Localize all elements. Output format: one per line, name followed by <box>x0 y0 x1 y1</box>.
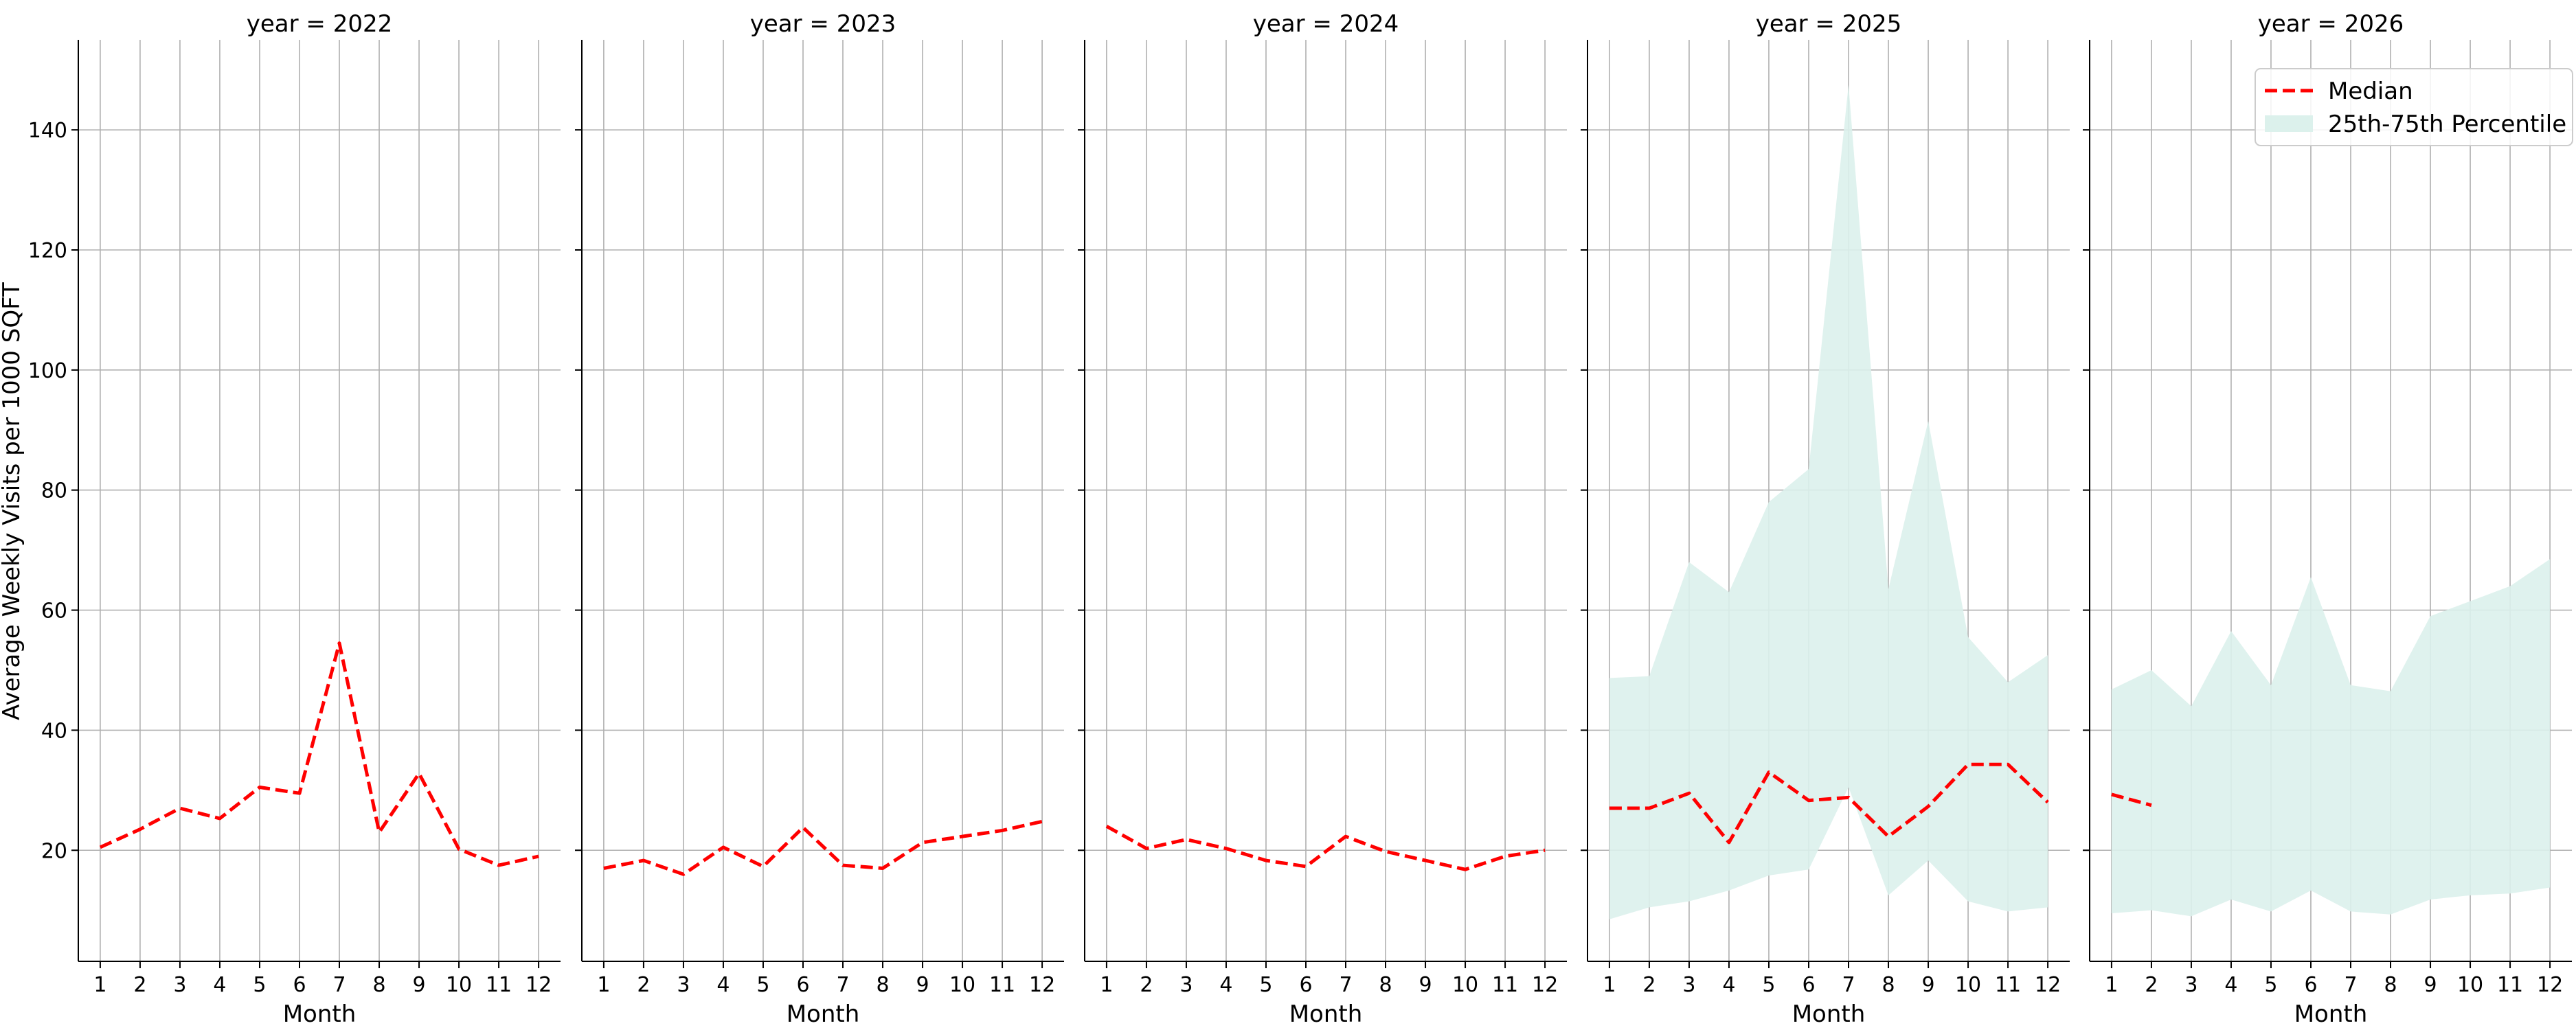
x-tick-label: 4 <box>1219 973 1232 997</box>
x-tick-label: 9 <box>2424 973 2437 997</box>
panel-title: year = 2025 <box>1756 10 1901 38</box>
x-tick-label: 4 <box>716 973 730 997</box>
x-tick-label: 2 <box>2145 973 2158 997</box>
legend-band-swatch <box>2265 115 2313 132</box>
median-line <box>603 819 1043 876</box>
x-tick-label: 7 <box>1842 973 1855 997</box>
panel-title: year = 2023 <box>750 10 896 38</box>
median-line <box>1609 762 2049 845</box>
x-tick-label: 4 <box>1722 973 1735 997</box>
x-tick-label: 6 <box>796 973 809 997</box>
x-tick-label: 2 <box>1642 973 1656 997</box>
x-tick-label: 8 <box>2384 973 2397 997</box>
x-axis-label: Month <box>1792 1000 1866 1028</box>
x-tick-label: 12 <box>1029 973 1055 997</box>
x-tick-label: 8 <box>1882 973 1895 997</box>
x-tick-label: 10 <box>1955 973 1981 997</box>
x-tick-label: 6 <box>2304 973 2317 997</box>
panel-title: year = 2024 <box>1253 10 1399 38</box>
x-tick-label: 8 <box>876 973 889 997</box>
x-tick-label: 11 <box>989 973 1015 997</box>
x-tick-label: 9 <box>412 973 425 997</box>
median-line <box>1105 825 1546 871</box>
x-tick-label: 9 <box>1419 973 1432 997</box>
x-tick-label: 1 <box>597 973 610 997</box>
x-tick-label: 3 <box>677 973 690 997</box>
x-tick-label: 7 <box>836 973 849 997</box>
y-tick-label: 40 <box>41 719 67 743</box>
y-tick-label: 120 <box>28 239 67 263</box>
x-tick-label: 3 <box>173 973 186 997</box>
y-tick-label: 80 <box>41 479 67 503</box>
percentile-band <box>1609 84 2048 919</box>
legend-frame <box>2255 68 2573 146</box>
x-tick-label: 1 <box>1100 973 1113 997</box>
x-tick-label: 11 <box>486 973 512 997</box>
x-tick-label: 6 <box>1299 973 1312 997</box>
median-line <box>2111 792 2152 808</box>
y-axis-label: Average Weekly Visits per 1000 SQFT <box>0 282 25 720</box>
median-line <box>99 641 539 867</box>
x-tick-label: 5 <box>1762 973 1775 997</box>
x-tick-label: 10 <box>949 973 975 997</box>
legend: Median 25th-75th Percentile <box>2255 68 2573 146</box>
x-tick-label: 8 <box>1379 973 1392 997</box>
x-tick-label: 12 <box>2035 973 2061 997</box>
y-tick-label: 100 <box>28 359 67 383</box>
x-tick-label: 5 <box>1259 973 1272 997</box>
x-tick-label: 12 <box>2537 973 2563 997</box>
x-tick-label: 6 <box>1802 973 1815 997</box>
x-tick-label: 8 <box>372 973 385 997</box>
x-tick-label: 3 <box>1682 973 1695 997</box>
y-tick-label: 140 <box>28 119 67 143</box>
legend-median-label: Median <box>2328 78 2413 105</box>
x-tick-label: 11 <box>1492 973 1518 997</box>
x-tick-label: 1 <box>93 973 106 997</box>
x-tick-label: 10 <box>446 973 472 997</box>
x-tick-label: 1 <box>1603 973 1616 997</box>
x-tick-label: 1 <box>2105 973 2118 997</box>
x-axis-label: Month <box>2294 1000 2368 1028</box>
x-tick-label: 7 <box>2344 973 2357 997</box>
x-axis-label: Month <box>1289 1000 1363 1028</box>
x-tick-label: 12 <box>1532 973 1558 997</box>
x-tick-label: 2 <box>1140 973 1153 997</box>
x-axis-label: Month <box>787 1000 860 1028</box>
x-tick-label: 2 <box>133 973 146 997</box>
x-tick-label: 5 <box>2264 973 2277 997</box>
x-tick-label: 5 <box>756 973 769 997</box>
x-tick-label: 9 <box>1921 973 1934 997</box>
x-tick-label: 3 <box>1179 973 1193 997</box>
legend-band-label: 25th-75th Percentile <box>2328 111 2566 138</box>
x-tick-label: 11 <box>1995 973 2021 997</box>
x-tick-label: 9 <box>916 973 929 997</box>
x-tick-label: 10 <box>2457 973 2483 997</box>
x-tick-label: 2 <box>637 973 650 997</box>
y-tick-label: 20 <box>41 839 67 863</box>
x-tick-label: 6 <box>293 973 306 997</box>
x-axis-label: Month <box>283 1000 357 1028</box>
x-tick-label: 7 <box>332 973 346 997</box>
percentile-band <box>2111 559 2551 917</box>
x-tick-label: 5 <box>253 973 266 997</box>
x-tick-label: 10 <box>1452 973 1478 997</box>
x-tick-label: 4 <box>213 973 226 997</box>
x-tick-label: 3 <box>2184 973 2197 997</box>
panel-title: year = 2022 <box>247 10 392 38</box>
x-tick-label: 7 <box>1339 973 1352 997</box>
y-tick-label: 60 <box>41 599 67 623</box>
x-tick-label: 12 <box>526 973 552 997</box>
x-tick-label: 11 <box>2497 973 2523 997</box>
x-tick-label: 4 <box>2224 973 2237 997</box>
panel-title: year = 2026 <box>2258 10 2404 38</box>
